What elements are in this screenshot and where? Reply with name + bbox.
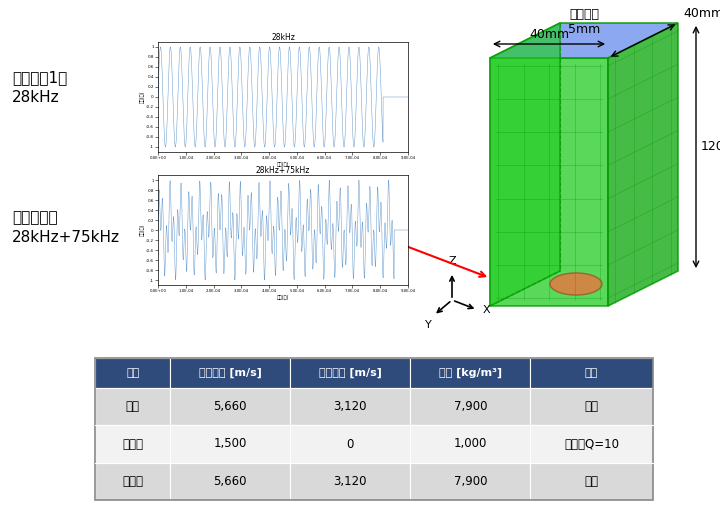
Bar (530, 388, 653, 425)
Text: X: X (482, 305, 490, 315)
Text: 1,000: 1,000 (454, 437, 487, 451)
Bar (290, 463, 410, 500)
Ellipse shape (550, 273, 602, 295)
Text: Y: Y (426, 321, 432, 330)
Bar (95, 388, 171, 425)
Y-axis label: 振幅(メ): 振幅(メ) (140, 91, 145, 103)
Polygon shape (490, 23, 678, 58)
Bar (410, 463, 530, 500)
Bar (290, 425, 410, 463)
Text: なし: なし (585, 400, 598, 413)
Text: 5,660: 5,660 (214, 475, 247, 488)
Text: 3,120: 3,120 (333, 400, 367, 413)
Text: Z: Z (448, 256, 456, 266)
Bar (171, 463, 290, 500)
Text: 密度 [kg/m³]: 密度 [kg/m³] (438, 368, 502, 378)
Text: なし: なし (585, 475, 598, 488)
Text: 材料: 材料 (126, 368, 139, 378)
Bar (95, 463, 171, 500)
Text: あり：Q=10: あり：Q=10 (564, 437, 619, 451)
Polygon shape (608, 23, 678, 306)
Text: 40mm: 40mm (529, 28, 569, 41)
Text: 減衰: 減衰 (585, 368, 598, 378)
Bar (290, 358, 410, 388)
Text: 送信波形：
28kHz+75kHz: 送信波形： 28kHz+75kHz (12, 211, 120, 245)
X-axis label: 時間(秒): 時間(秒) (276, 295, 289, 300)
Bar (290, 388, 410, 425)
Bar (95, 358, 171, 388)
Bar (530, 358, 653, 388)
Polygon shape (490, 23, 560, 306)
Text: 1,500: 1,500 (214, 437, 247, 451)
Text: 縦波音速 [m/s]: 縦波音速 [m/s] (199, 368, 262, 378)
Text: 水槽: 水槽 (126, 400, 140, 413)
Text: 横波音速 [m/s]: 横波音速 [m/s] (319, 368, 382, 378)
Bar (171, 358, 290, 388)
Bar (171, 425, 290, 463)
X-axis label: 時間(秒): 時間(秒) (276, 162, 289, 167)
Text: 7,900: 7,900 (454, 400, 487, 413)
Text: 洗浄水: 洗浄水 (122, 437, 143, 451)
Text: 40mm: 40mm (683, 7, 720, 20)
Text: 120mm: 120mm (701, 141, 720, 153)
Y-axis label: 振幅(メ): 振幅(メ) (140, 224, 145, 236)
Title: 28kHz: 28kHz (271, 33, 295, 42)
Text: 3,120: 3,120 (333, 475, 367, 488)
Text: 0: 0 (346, 437, 354, 451)
Title: 28kHz+75kHz: 28kHz+75kHz (256, 166, 310, 175)
Text: 7,900: 7,900 (454, 475, 487, 488)
Text: 振動子: 振動子 (122, 475, 143, 488)
Bar (530, 425, 653, 463)
Bar (410, 388, 530, 425)
Text: 5,660: 5,660 (214, 400, 247, 413)
Bar (410, 358, 530, 388)
Text: 水槽厚さ
5mm: 水槽厚さ 5mm (568, 8, 600, 36)
Bar (171, 388, 290, 425)
Bar (95, 358, 653, 500)
Polygon shape (490, 58, 608, 306)
Bar (410, 425, 530, 463)
Text: 送信波形1：
28kHz: 送信波形1： 28kHz (12, 71, 67, 105)
Bar (95, 425, 171, 463)
Bar (530, 463, 653, 500)
